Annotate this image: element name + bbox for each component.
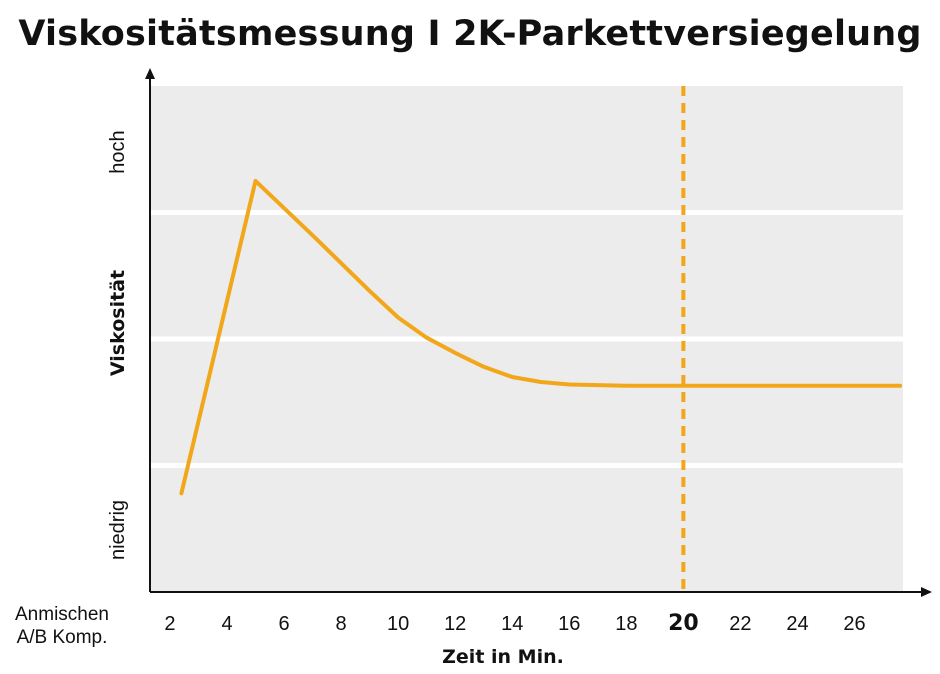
x-tick-label: 22 [729, 613, 751, 635]
x-tick-label: 12 [444, 613, 466, 635]
x-axis-arrow-icon [921, 587, 932, 597]
grid-lines [150, 210, 903, 468]
x-tick-label: 4 [221, 613, 232, 635]
x-start-label-line-2: A/B Komp. [17, 627, 108, 648]
y-level-low-label: niedrig [107, 500, 129, 560]
y-axis-arrow-icon [145, 68, 155, 79]
x-tick-labels: 2 4 6 8 10 12 14 16 18 20 22 24 26 [164, 611, 865, 636]
x-tick-label: 6 [278, 613, 289, 635]
x-tick-label: 16 [558, 613, 580, 635]
x-tick-label: 18 [615, 613, 637, 635]
x-tick-label: 10 [387, 613, 409, 635]
x-tick-label: 2 [164, 613, 175, 635]
y-level-high-label: hoch [107, 130, 129, 173]
y-axis-label: Viskosität [107, 270, 129, 376]
x-axis-label: Zeit in Min. [442, 646, 564, 668]
x-tick-label: 24 [786, 613, 808, 635]
x-start-label-line-1: Anmischen [15, 604, 109, 625]
chart-title: Viskositätsmessung I 2K-Parkettversiegel… [18, 14, 922, 54]
x-tick-label: 26 [843, 613, 865, 635]
series-line-viscosity [179, 178, 903, 496]
x-tick-label-highlight: 20 [668, 611, 699, 636]
x-tick-label: 14 [501, 613, 523, 635]
x-tick-label: 8 [336, 613, 347, 635]
